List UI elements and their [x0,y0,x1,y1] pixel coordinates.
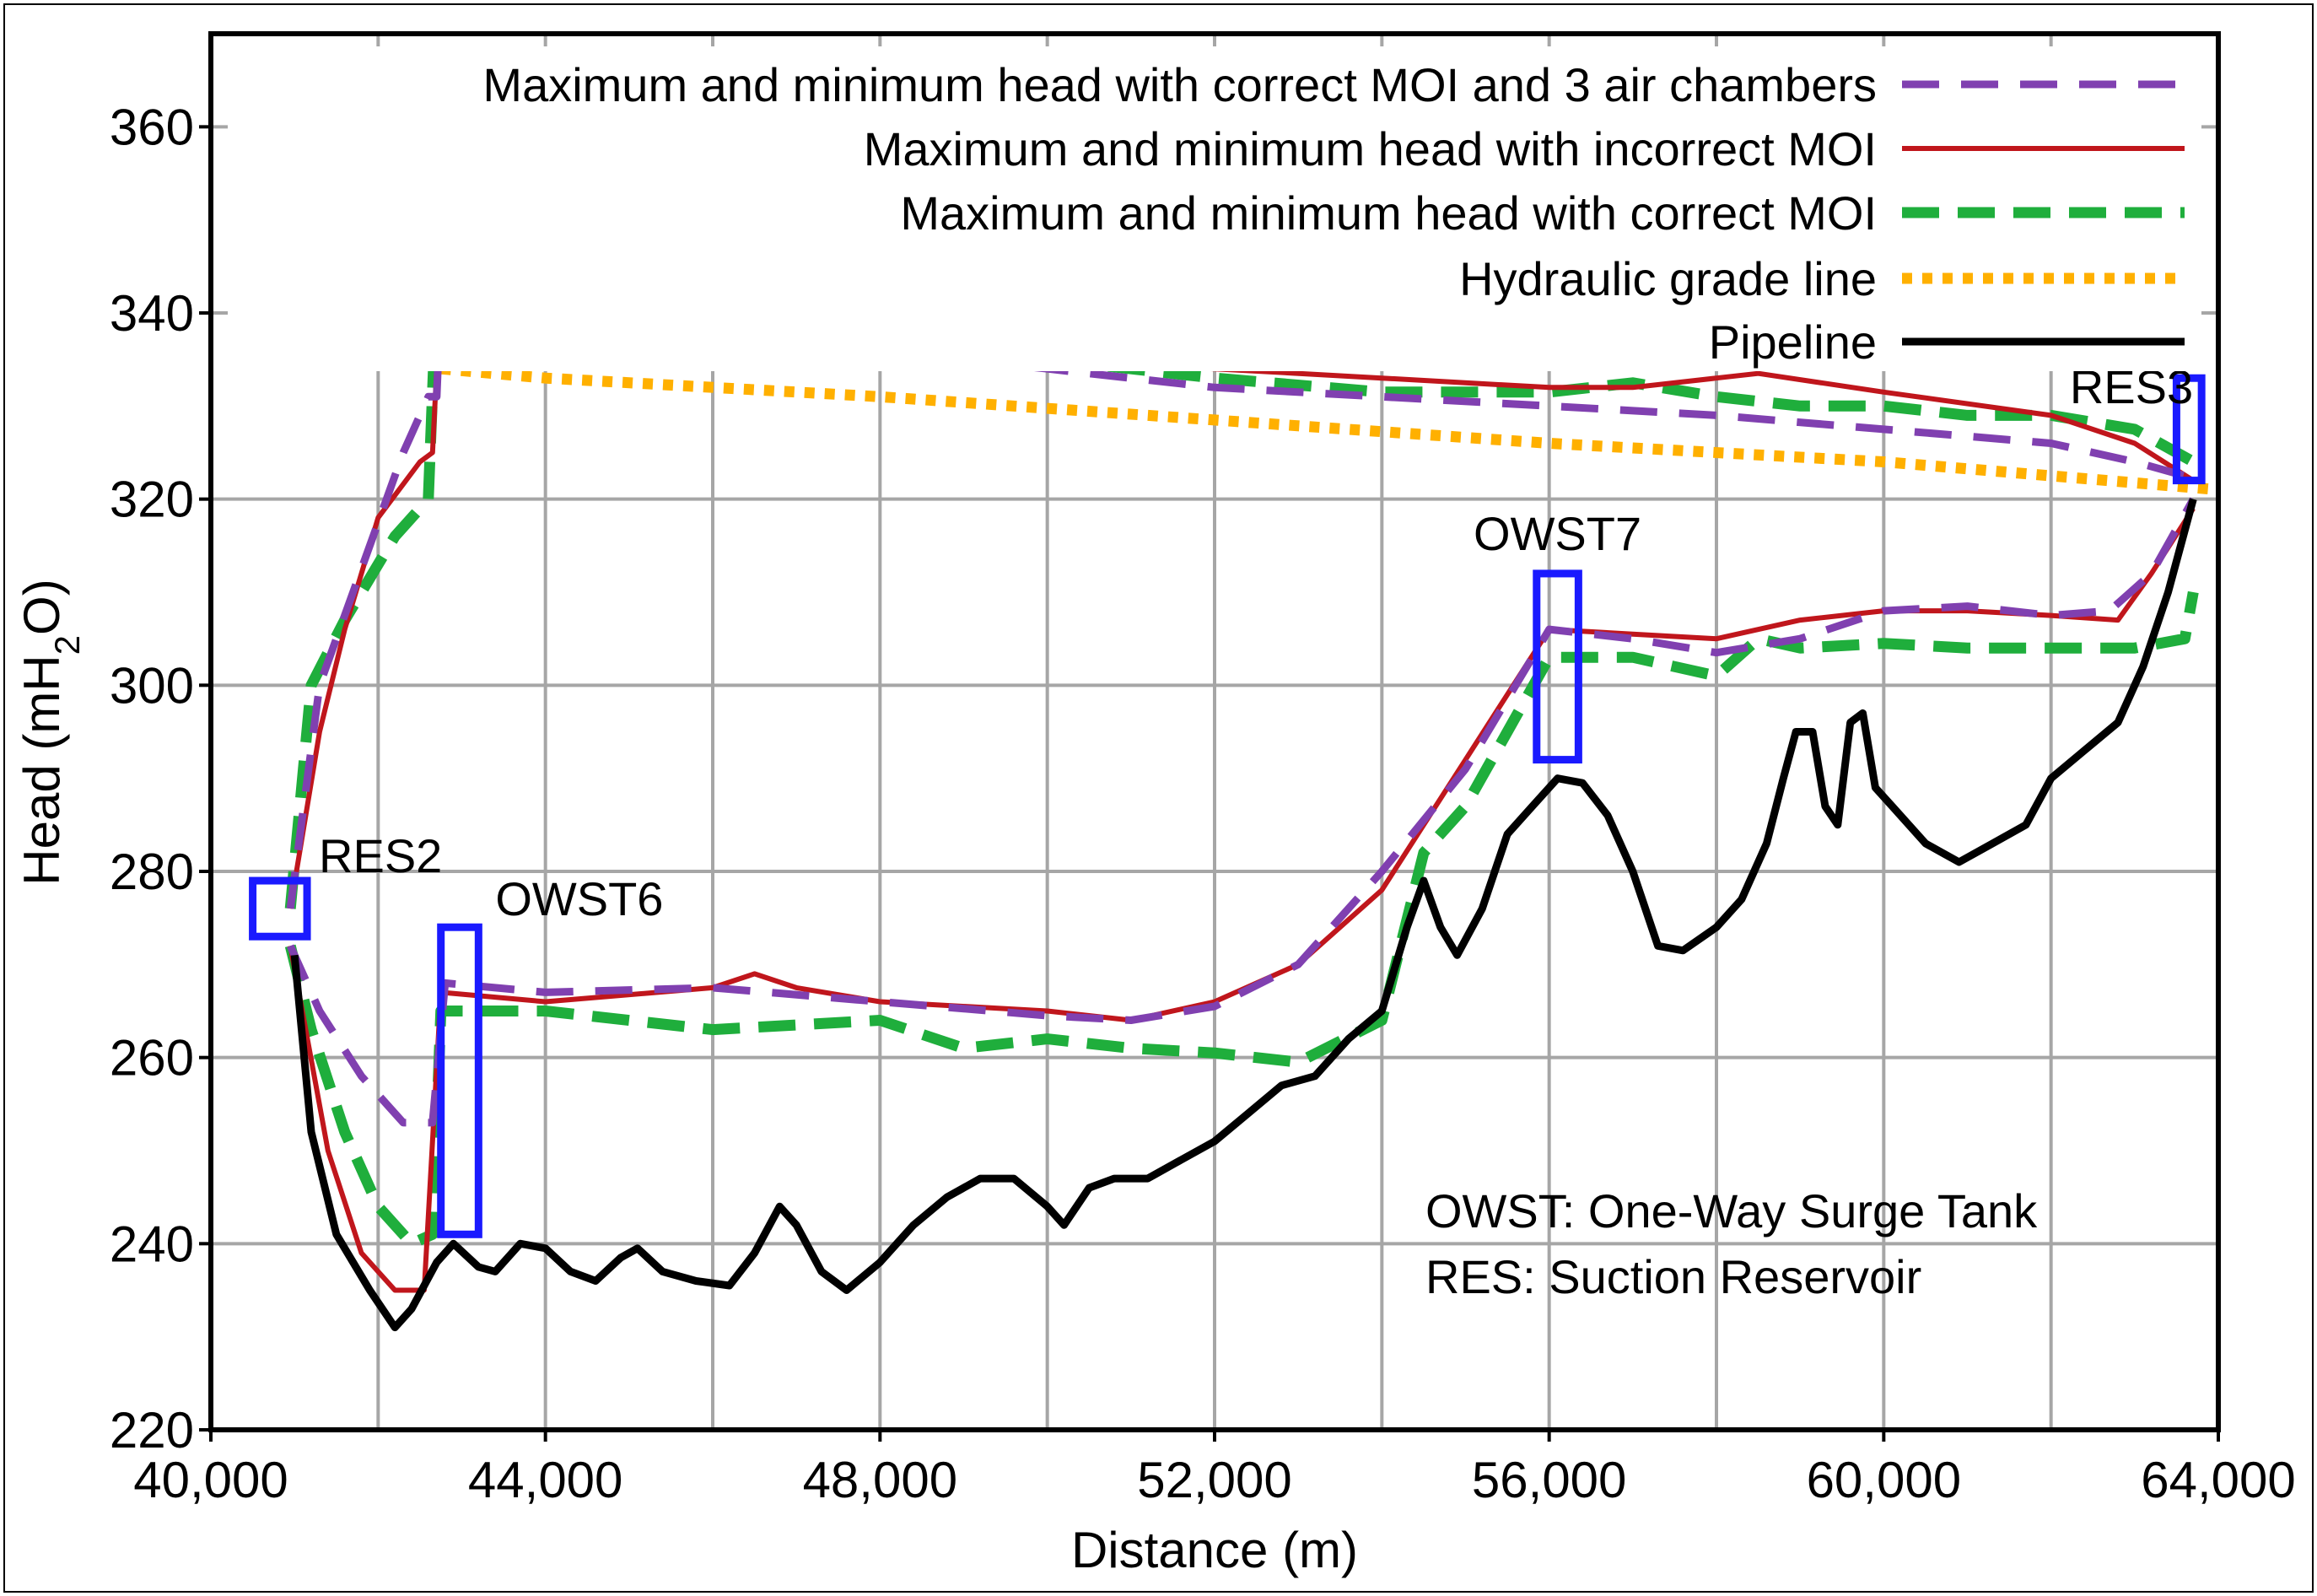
legend-label-maximum-and-minimum-head-with-incorrect-moi: Maximum and minimum head with incorrect … [864,122,1877,175]
y-tick-label: 220 [110,1402,194,1459]
marker-box-res3 [2172,374,2206,485]
y-tick-label: 360 [110,99,194,155]
abbreviation-note-2: RES: Suction Reservoir [1425,1250,1921,1303]
series-line-maximum-and-minimum-head-with-incorrect-moi-b [288,507,2196,1293]
legend-label-maximum-and-minimum-head-with-correct-moi-and-3-air-chambers: Maximum and minimum head with correct MO… [482,58,1877,111]
legend: Maximum and minimum head with correct MO… [228,46,2201,371]
y-tick-label: 280 [110,844,194,900]
marker-label-owst7: OWST7 [1474,507,1641,560]
series-line-hydraulic-grade-line-a [440,363,2218,496]
y-axis-title-main: Head (mH [13,655,70,885]
marker-box-res2 [249,876,311,941]
series-line-maximum-and-minimum-head-with-correct-moi-a [284,279,2196,909]
y-tick-label: 340 [110,285,194,342]
marker-label-res2: RES2 [319,829,442,882]
abbreviation-notes: OWST: One-Way Surge Tank RES: Suction Res… [1425,1184,2038,1303]
y-tick-label: 240 [110,1216,194,1272]
x-tick-label: 60,000 [1807,1452,1962,1508]
y-tick-label: 320 [110,472,194,528]
y-tick-label: 260 [110,1030,194,1086]
series-line-maximum-and-minimum-head-with-correct-moi-and-3-air-chambers-b [287,497,2197,1127]
legend-label-pipeline: Pipeline [1709,315,1877,369]
axis-ticks: 40,000 44,000 48,000 52,000 56,000 60,000 64,0… [110,99,2296,1508]
x-tick-label: 44,000 [468,1452,623,1508]
x-tick-label: 64,000 [2141,1452,2296,1508]
x-tick-label: 40,000 [133,1452,288,1508]
y-axis-title-end: O) [13,579,70,635]
marker-box-owst7 [1533,569,1582,764]
legend-label-hydraulic-grade-line: Hydraulic grade line [1459,252,1877,305]
y-tick-label: 300 [110,657,194,714]
x-axis-title: Distance (m) [1071,1522,1358,1578]
legend-label-maximum-and-minimum-head-with-correct-moi: Maximum and minimum head with correct MO… [900,186,1877,240]
abbreviation-note-1: OWST: One-Way Surge Tank [1425,1184,2038,1237]
series-line-pipeline-a [290,498,2197,1332]
legend-background [228,46,2201,371]
x-tick-label: 48,000 [803,1452,958,1508]
x-tick-label: 56,000 [1472,1452,1627,1508]
x-tick-label: 52,000 [1137,1452,1292,1508]
y-axis-title-subscript: 2 [47,635,87,655]
marker-label-owst6: OWST6 [495,872,663,925]
marker-box-owst6 [437,923,482,1238]
y-axis-title: Head (mH2O) [13,579,87,885]
